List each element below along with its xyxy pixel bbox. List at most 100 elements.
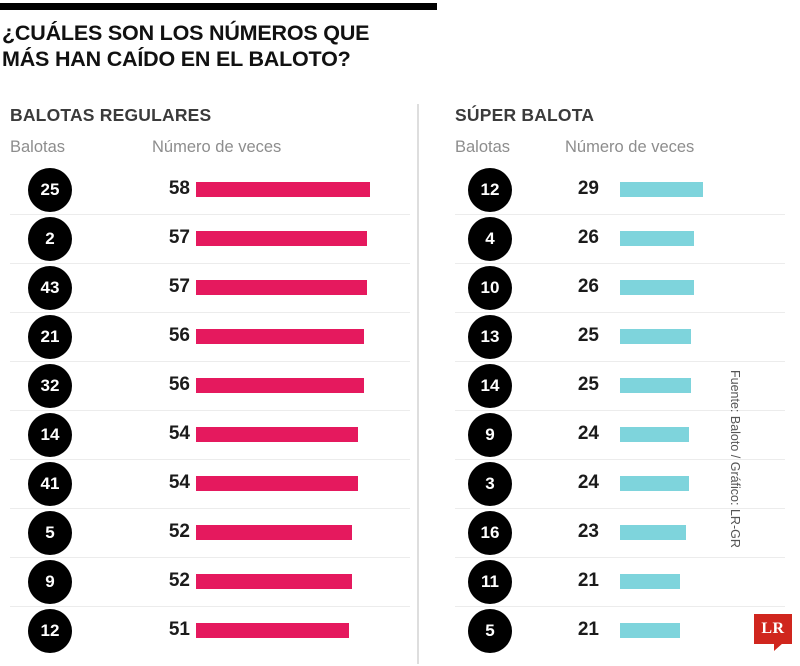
ball-number-badge: 10 [468, 266, 512, 310]
table-row: 43 57 [10, 264, 410, 313]
lr-logo-tail [774, 643, 783, 651]
table-row: 3 24 [455, 460, 785, 509]
count-value: 54 [168, 423, 190, 444]
ball-number-badge: 5 [28, 511, 72, 555]
table-row: 9 52 [10, 558, 410, 607]
table-row: 41 54 [10, 460, 410, 509]
header-veces-super: Número de veces [565, 138, 695, 156]
table-row: 21 56 [10, 313, 410, 362]
ball-number-badge: 41 [28, 462, 72, 506]
count-bar [196, 574, 352, 589]
count-bar [196, 280, 367, 295]
count-bar [196, 231, 367, 246]
header-veces-regular: Número de veces [152, 138, 282, 156]
table-row: 32 56 [10, 362, 410, 411]
page-title: ¿CUÁLES SON LOS NÚMEROS QUE MÁS HAN CAÍD… [2, 21, 370, 71]
rows-super: 12 29 4 26 10 26 13 25 14 25 9 24 3 24 16 23 11 21 5 21 [455, 166, 785, 655]
count-bar [620, 182, 703, 197]
top-rule [0, 3, 437, 10]
header-balotas-super: Balotas [455, 138, 511, 156]
ball-number-badge: 9 [28, 560, 72, 604]
ball-number-badge: 43 [28, 266, 72, 310]
count-bar [196, 182, 370, 197]
count-bar [196, 427, 358, 442]
table-row: 25 58 [10, 166, 410, 215]
ball-number-badge: 9 [468, 413, 512, 457]
count-value: 54 [168, 472, 190, 493]
count-value: 24 [577, 472, 599, 493]
column-headers-super: Balotas Número de veces [455, 130, 785, 166]
ball-number-badge: 5 [468, 609, 512, 653]
section-title-super: SÚPER BALOTA [455, 105, 595, 125]
table-row: 12 29 [455, 166, 785, 215]
table-row: 13 25 [455, 313, 785, 362]
table-row: 11 21 [455, 558, 785, 607]
table-row: 4 26 [455, 215, 785, 264]
ball-number-badge: 16 [468, 511, 512, 555]
header-balotas-regular: Balotas [10, 138, 66, 156]
count-value: 25 [577, 374, 599, 395]
count-bar [620, 476, 689, 491]
column-headers-regular: Balotas Número de veces [10, 130, 410, 166]
count-bar [620, 574, 680, 589]
count-value: 26 [577, 276, 599, 297]
count-value: 23 [577, 521, 599, 542]
count-value: 57 [168, 276, 190, 297]
count-bar [196, 525, 352, 540]
count-value: 57 [168, 227, 190, 248]
table-row: 10 26 [455, 264, 785, 313]
ball-number-badge: 32 [28, 364, 72, 408]
ball-number-badge: 13 [468, 315, 512, 359]
table-row: 2 57 [10, 215, 410, 264]
count-bar [620, 525, 686, 540]
table-row: 9 24 [455, 411, 785, 460]
table-row: 16 23 [455, 509, 785, 558]
section-title-regular: BALOTAS REGULARES [10, 105, 212, 125]
ball-number-badge: 21 [28, 315, 72, 359]
ball-number-badge: 14 [468, 364, 512, 408]
count-bar [620, 329, 691, 344]
count-value: 26 [577, 227, 599, 248]
ball-number-badge: 25 [28, 168, 72, 212]
section-super-balota: SÚPER BALOTA Balotas Número de veces 12 2… [455, 104, 785, 655]
count-value: 21 [577, 570, 599, 591]
count-bar [620, 427, 689, 442]
count-bar [196, 623, 349, 638]
count-bar [620, 378, 691, 393]
column-divider [417, 104, 419, 664]
ball-number-badge: 12 [28, 609, 72, 653]
ball-number-badge: 2 [28, 217, 72, 261]
table-row: 14 54 [10, 411, 410, 460]
count-bar [620, 280, 694, 295]
ball-number-badge: 12 [468, 168, 512, 212]
count-value: 56 [168, 325, 190, 346]
ball-number-badge: 3 [468, 462, 512, 506]
count-bar [196, 476, 358, 491]
table-row: 14 25 [455, 362, 785, 411]
count-bar [620, 623, 680, 638]
count-value: 51 [168, 619, 190, 640]
count-value: 29 [577, 178, 599, 199]
count-value: 56 [168, 374, 190, 395]
ball-number-badge: 14 [28, 413, 72, 457]
count-value: 52 [168, 570, 190, 591]
lr-logo-text: LR [761, 620, 785, 637]
ball-number-badge: 11 [468, 560, 512, 604]
ball-number-badge: 4 [468, 217, 512, 261]
lr-logo: LR [754, 614, 792, 651]
count-bar [196, 378, 364, 393]
rows-regular: 25 58 2 57 43 57 21 56 32 56 14 54 41 54 5 52 9 52 12 51 [10, 166, 410, 655]
count-bar [196, 329, 364, 344]
lr-logo-body: LR [754, 614, 792, 644]
section-balotas-regulares: BALOTAS REGULARES Balotas Número de vece… [10, 104, 410, 655]
source-note: Fuente: Baloto / Gráfico: LR-GR [728, 370, 742, 548]
count-bar [620, 231, 694, 246]
count-value: 52 [168, 521, 190, 542]
count-value: 21 [577, 619, 599, 640]
table-row: 5 21 [455, 607, 785, 655]
table-row: 5 52 [10, 509, 410, 558]
count-value: 24 [577, 423, 599, 444]
table-row: 12 51 [10, 607, 410, 655]
count-value: 58 [168, 178, 190, 199]
